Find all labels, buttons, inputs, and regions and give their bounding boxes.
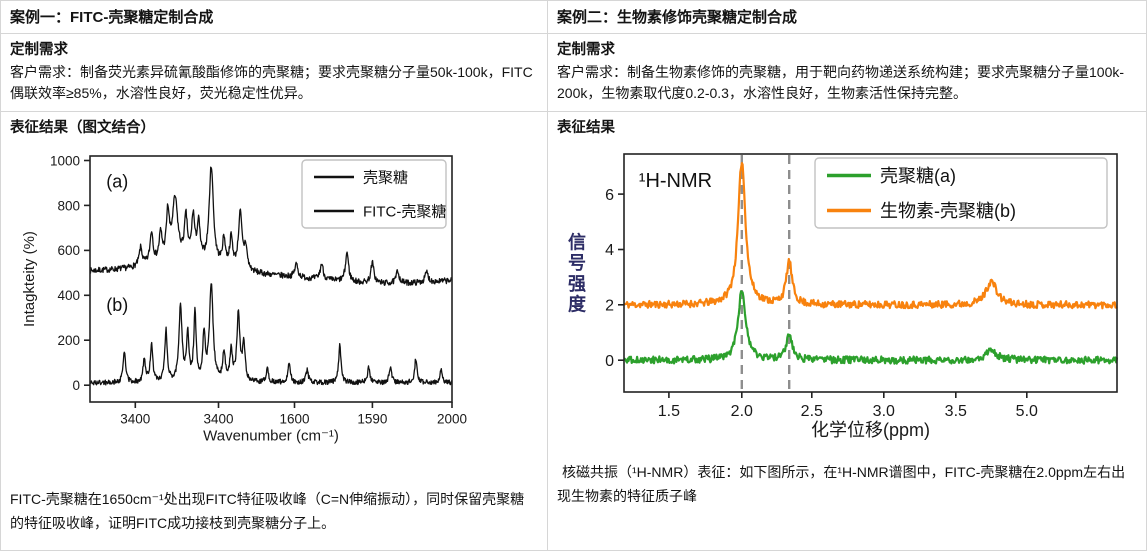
case1-requirement-body: 客户需求：制备荧光素异硫氰酸酯修饰的壳聚糖；要求壳聚糖分子量50k-100k，F… [10, 64, 533, 101]
case1-result-heading: 表征结果（图文结合） [10, 120, 155, 136]
y-tick-label: 600 [57, 243, 80, 258]
x-tick-label: 3400 [120, 412, 150, 427]
y-tick-label: 4 [605, 242, 614, 259]
y-axis-label: Intagkteity (%) [21, 231, 38, 327]
case1-caption: FITC-壳聚糖在1650cm⁻¹处出现FITC特征吸收峰（C=N伸缩振动），同… [10, 491, 525, 531]
x-tick-label: 1.5 [658, 403, 680, 420]
y-tick-label: 200 [57, 333, 80, 348]
series-line-0 [623, 162, 1118, 310]
x-tick-label: 1600 [279, 412, 309, 427]
y-tick-label: 0 [605, 353, 614, 370]
legend-label: FITC-壳聚糖 [363, 203, 446, 220]
ir-spectrum-chart: 0 200 400 600 800 1000 3400 3400 1600 1590 2000 Wav… [21, 153, 467, 445]
legend-label: 壳聚糖(a) [880, 166, 956, 186]
series-line-1 [89, 283, 453, 386]
case2-result-heading: 表征结果 [557, 120, 615, 136]
y-tick-label: 0 [72, 378, 80, 393]
x-axis-label: Wavenumber (cm⁻¹) [203, 428, 339, 445]
annotation: ¹H-NMR [639, 170, 712, 192]
x-tick-label: 2000 [437, 412, 467, 427]
x-tick-label: 5.0 [1016, 403, 1038, 420]
x-tick-label: 1590 [357, 412, 387, 427]
annotation: (b) [106, 295, 128, 315]
legend-label: 生物素-壳聚糖(b) [880, 201, 1016, 221]
annotation: (a) [106, 172, 128, 192]
y-tick-label: 2 [605, 298, 614, 315]
y-axis-label: 号 [568, 253, 586, 273]
case2-requirement-body: 客户需求：制备生物素修饰的壳聚糖，用于靶向药物递送系统构建；要求壳聚糖分子量10… [557, 64, 1125, 101]
x-tick-label: 3400 [203, 412, 233, 427]
x-tick-label: 3.5 [945, 403, 967, 420]
case1-title: 案例一：FITC-壳聚糖定制合成 [10, 9, 214, 26]
case2-caption: 核磁共振（¹H-NMR）表征：如下图所示，在¹H-NMR谱图中，FITC-壳聚糖… [557, 464, 1126, 504]
x-tick-label: 2.0 [731, 403, 753, 420]
case2-title: 案例二：生物素修饰壳聚糖定制合成 [557, 9, 798, 26]
series-line-1 [623, 290, 1119, 365]
series-line-0 [89, 166, 453, 287]
x-axis-label: 化学位移(ppm) [811, 420, 930, 440]
y-tick-label: 1000 [50, 153, 80, 168]
plot-frame [623, 153, 1118, 393]
case1-result-cell: 表征结果（图文结合） 0 200 400 600 800 1000 3400 3400 1600… [1, 112, 548, 550]
y-tick-label: 400 [57, 288, 80, 303]
y-tick-label: 6 [605, 187, 614, 204]
case1-requirement-cell: 定制需求 客户需求：制备荧光素异硫氰酸酯修饰的壳聚糖；要求壳聚糖分子量50k-1… [1, 34, 548, 112]
nmr-spectrum-chart-wrap: 0 2 4 6 1.5 2.0 2.5 3.0 3.5 5.0 化学位移(ppm) 信号强度 ¹H-NM… [559, 142, 1137, 452]
y-tick-label: 800 [57, 198, 80, 213]
ir-spectrum-chart-wrap: 0 200 400 600 800 1000 3400 3400 1600 1590 2000 Wav… [20, 144, 538, 457]
case1-title-cell: 案例一：FITC-壳聚糖定制合成 [1, 1, 548, 34]
case2-requirement-heading: 定制需求 [557, 42, 615, 58]
y-axis-label: 度 [568, 294, 587, 315]
case2-requirement-cell: 定制需求 客户需求：制备生物素修饰的壳聚糖，用于靶向药物递送系统构建；要求壳聚糖… [548, 34, 1146, 112]
x-tick-label: 3.0 [873, 403, 895, 420]
case1-requirement-heading: 定制需求 [10, 42, 68, 58]
legend-label: 壳聚糖 [363, 169, 408, 186]
x-tick-label: 2.5 [801, 403, 823, 420]
legend-box [814, 157, 1108, 229]
case2-result-cell: 表征结果 0 2 4 6 1.5 2.0 2.5 3.0 3.5 5.0 化学位移(ppm) 信号强度… [548, 112, 1146, 550]
y-axis-label: 强 [568, 274, 586, 294]
y-axis-label: 信 [568, 231, 586, 252]
plot-frame [89, 155, 453, 403]
case2-title-cell: 案例二：生物素修饰壳聚糖定制合成 [548, 1, 1146, 34]
